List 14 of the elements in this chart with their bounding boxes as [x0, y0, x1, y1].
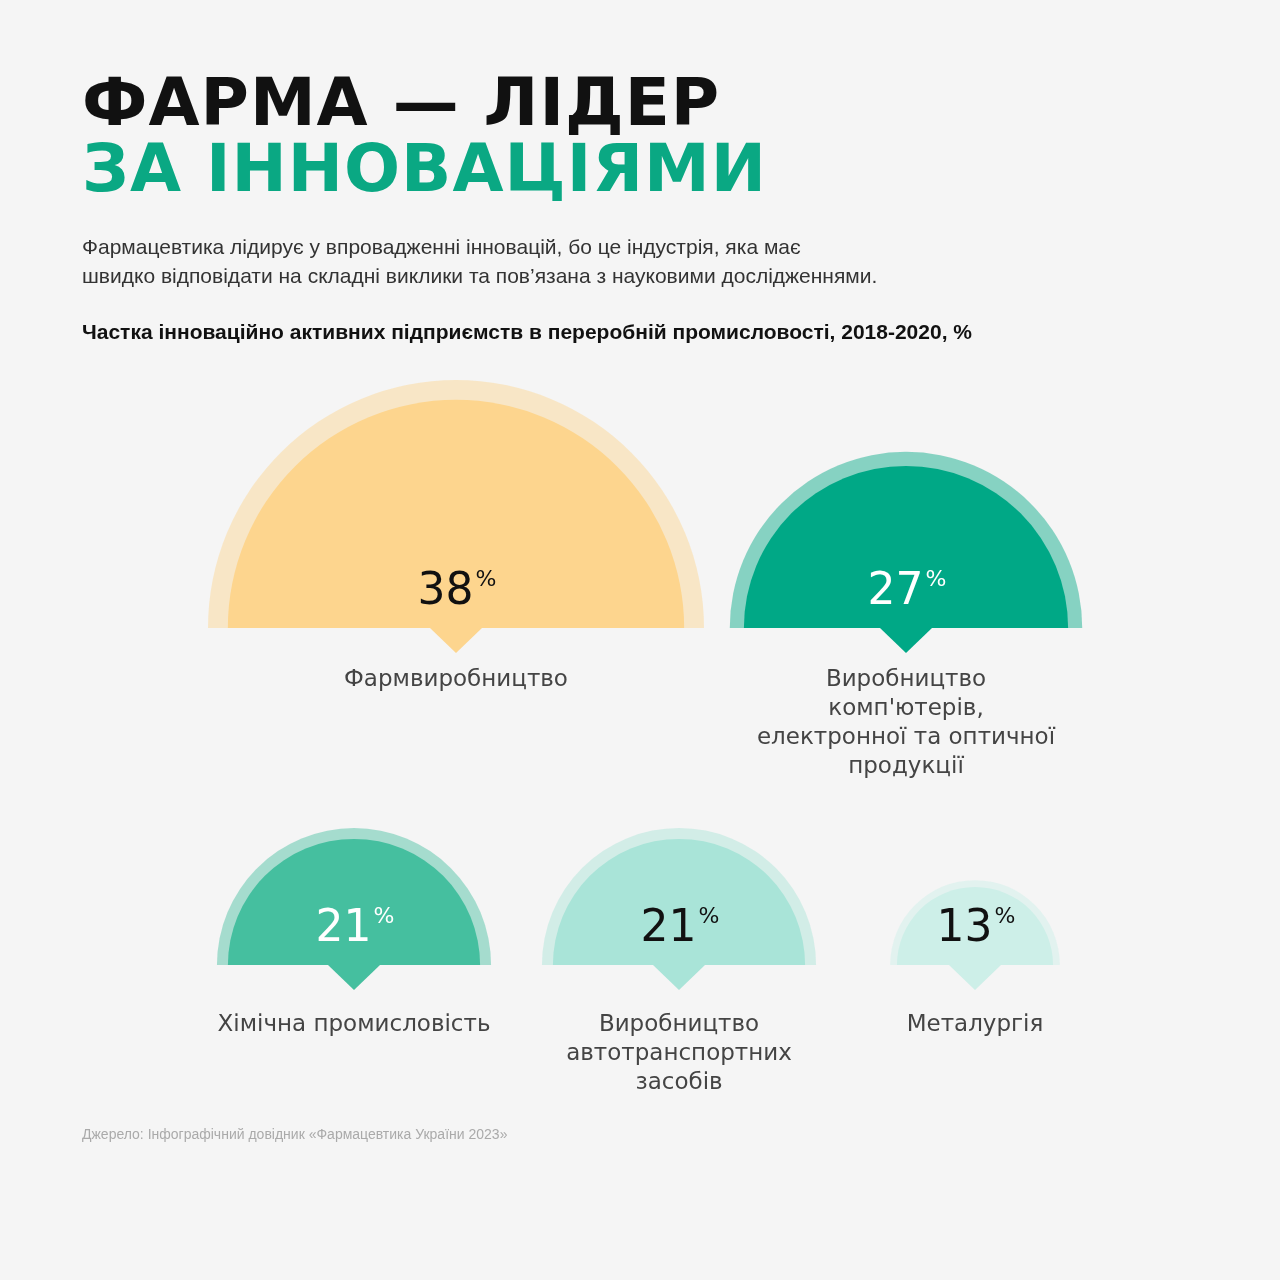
text: Частка інноваційно активних підприємств в переробній промисловості, 2018-2020, %: [82, 320, 972, 344]
category-label: Металургія: [906, 1010, 1044, 1036]
data-label: 38%: [417, 563, 497, 614]
text: ФАРМА — ЛІДЕР ЗА ІННОВАЦІЯМИ: [82, 64, 767, 207]
data-label: 21%: [640, 900, 720, 951]
category-label: Фармвиробництво: [344, 665, 568, 691]
category-label: Виробництво комп'ютерів, електронної та оптичної продукції: [756, 665, 1056, 778]
data-label: 21%: [315, 900, 395, 951]
data-label: 27%: [867, 563, 947, 614]
data-label: 13%: [936, 900, 1016, 951]
text: Джерело: Інфографічний довідник «Фармацевтика України 2023»: [82, 1126, 508, 1142]
category-label: Виробництво автотранспортних засобів: [566, 1010, 792, 1094]
category-label: Хімічна промисловість: [217, 1010, 491, 1036]
text: Фармацевтика лідирує у впровадженні інновацій, бо це індустрія, яка має швидко відповідати на складні виклики та пов’язана з науковими дослідженнями.: [82, 234, 878, 289]
